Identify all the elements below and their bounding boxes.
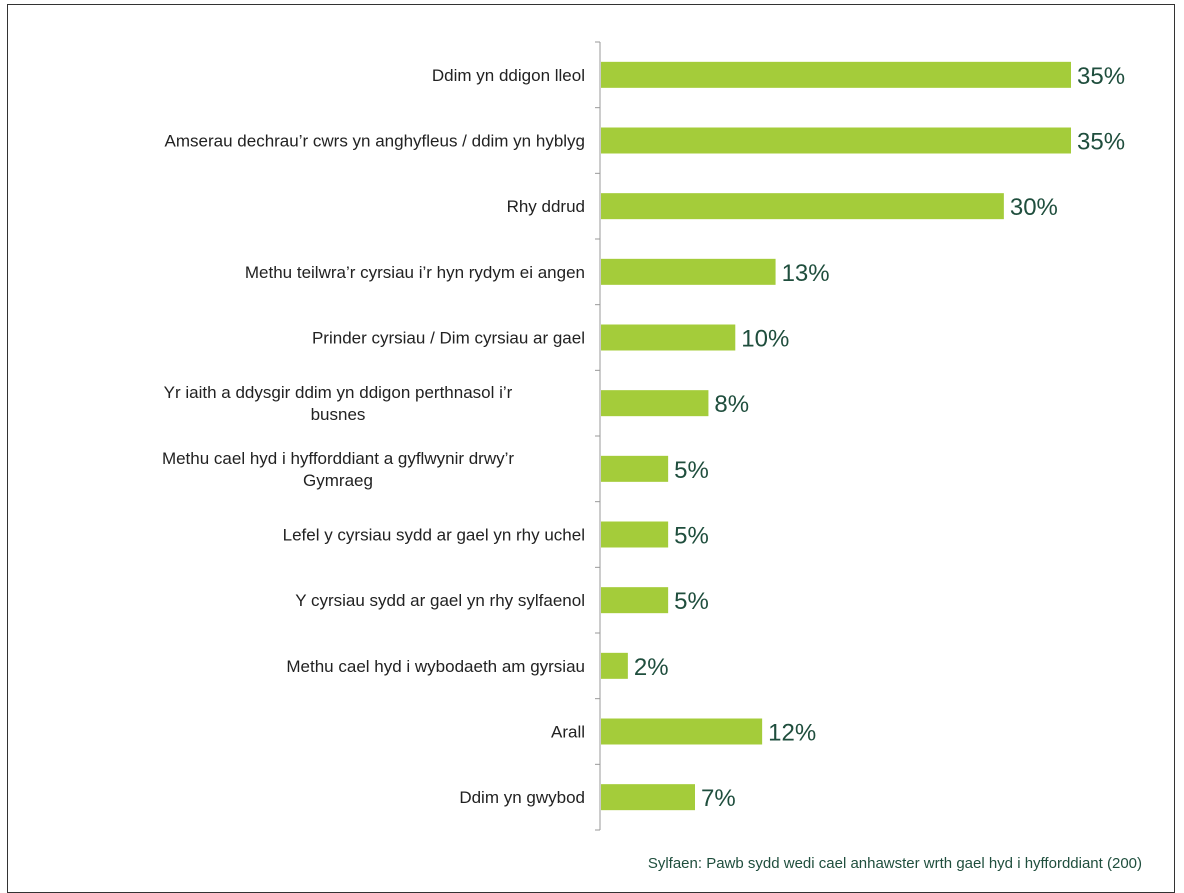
category-label: Methu cael hyd i wybodaeth am gyrsiau <box>286 657 585 676</box>
bar <box>601 127 1071 154</box>
value-label: 10% <box>741 326 789 353</box>
bar <box>601 61 1071 88</box>
bar <box>601 455 669 482</box>
bar <box>601 521 669 548</box>
bar <box>601 390 709 417</box>
value-label: 35% <box>1077 63 1125 90</box>
category-label: Methu cael hyd i hyfforddiant a gyflwyni… <box>162 449 514 490</box>
bar <box>601 718 763 745</box>
value-label: 12% <box>768 720 816 747</box>
value-label: 7% <box>701 785 736 812</box>
category-label: Methu teilwra’r cyrsiau i’r hyn rydym ei… <box>245 263 585 282</box>
value-label: 5% <box>674 523 709 550</box>
value-label: 5% <box>674 588 709 615</box>
value-label: 35% <box>1077 129 1125 156</box>
value-label: 5% <box>674 457 709 484</box>
category-label: Lefel y cyrsiau sydd ar gael yn rhy uche… <box>283 526 585 545</box>
bar <box>601 324 736 351</box>
bar <box>601 258 776 285</box>
source-footnote: Sylfaen: Pawb sydd wedi cael anhawster w… <box>647 855 1142 872</box>
category-label: Y cyrsiau sydd ar gael yn rhy sylfaenol <box>295 591 585 610</box>
value-label: 13% <box>782 260 830 287</box>
category-label: Prinder cyrsiau / Dim cyrsiau ar gael <box>312 329 585 348</box>
bar <box>601 652 628 679</box>
bar <box>601 193 1004 220</box>
bar <box>601 784 695 811</box>
bar <box>601 587 669 614</box>
value-label: 30% <box>1010 194 1058 221</box>
category-label: Arall <box>551 723 585 742</box>
category-label: Ddim yn gwybod <box>459 788 585 807</box>
category-label: Amserau dechrau’r cwrs yn anghyfleus / d… <box>165 132 585 151</box>
category-label: Yr iaith a ddysgir ddim yn ddigon perthn… <box>164 383 513 424</box>
category-label: Ddim yn ddigon lleol <box>432 66 585 85</box>
category-label: Rhy ddrud <box>507 197 585 216</box>
value-label: 2% <box>634 654 669 681</box>
value-label: 8% <box>714 391 749 418</box>
